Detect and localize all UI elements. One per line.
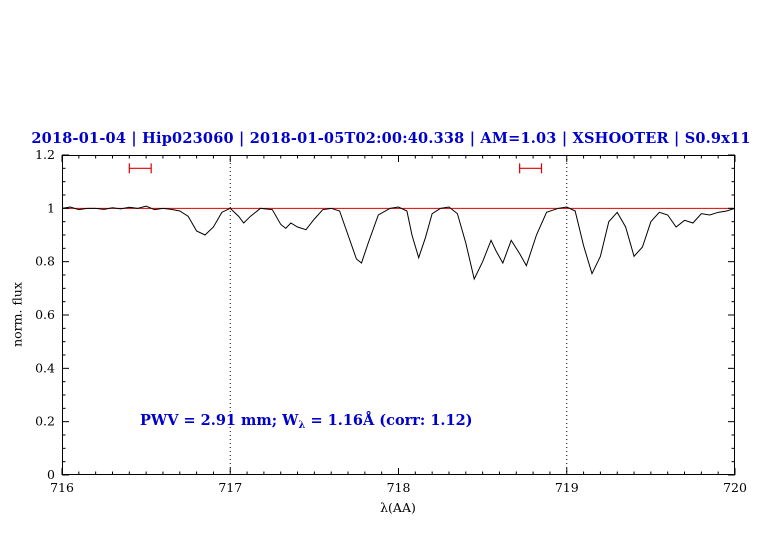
plot-border: [62, 155, 735, 475]
plot-title: 2018-01-04 | Hip023060 | 2018-01-05T02:0…: [31, 130, 751, 147]
y-tick-label: 0.4: [35, 360, 55, 375]
y-tick-label: 0.6: [35, 307, 55, 322]
y-tick-label: 0.8: [35, 254, 55, 269]
x-tick-label: 718: [387, 480, 411, 495]
x-tick-label: 719: [555, 480, 579, 495]
y-tick-label: 0: [47, 467, 55, 482]
y-axis-label: norm. flux: [9, 282, 25, 347]
pwv-annotation-suffix: = 1.16Å (corr: 1.12): [305, 412, 473, 429]
pwv-annotation-subscript: λ: [298, 420, 306, 431]
x-tick-label: 720: [723, 480, 747, 495]
pwv-band-marker: [128, 163, 152, 174]
y-tick-label: 0.2: [35, 414, 55, 429]
pwv-annotation-prefix: PWV = 2.91 mm; W: [140, 412, 299, 429]
y-tick-label: 1.2: [35, 147, 55, 162]
x-tick-label: 716: [50, 480, 74, 495]
x-tick-label: 717: [218, 480, 242, 495]
x-axis-label: λ(AA): [380, 500, 416, 515]
spectrum-line: [61, 205, 736, 281]
y-tick-label: 1: [47, 200, 55, 215]
pwv-annotation: PWV = 2.91 mm; Wλ = 1.16Å (corr: 1.12): [140, 412, 473, 431]
pwv-band-marker: [519, 163, 543, 174]
